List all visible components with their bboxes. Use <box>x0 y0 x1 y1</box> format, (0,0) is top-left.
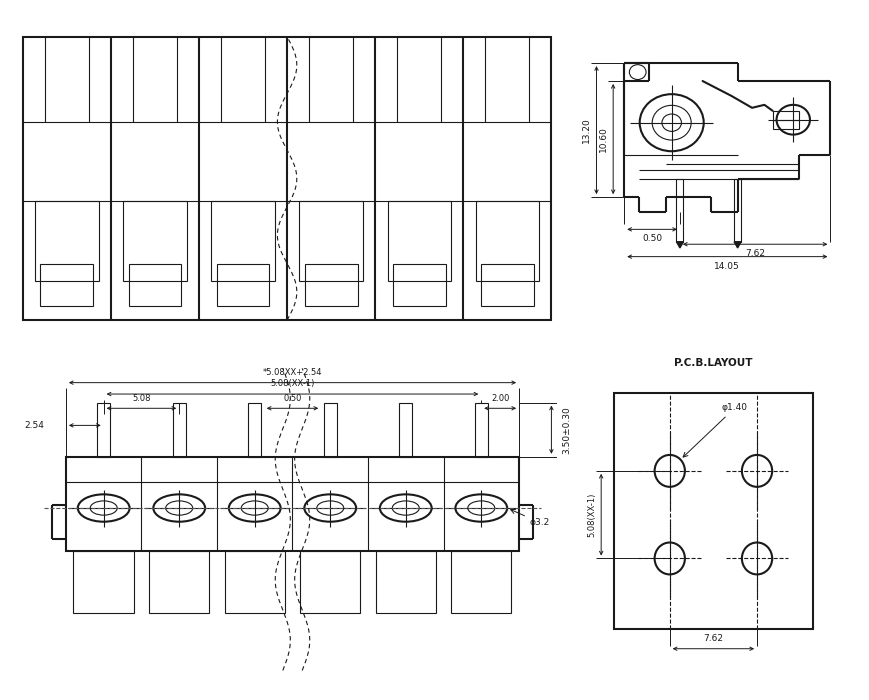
Bar <box>248 402 261 456</box>
Bar <box>481 263 534 306</box>
Bar <box>35 201 98 281</box>
Bar <box>211 201 275 281</box>
Bar <box>73 551 134 613</box>
Text: 7.62: 7.62 <box>744 249 764 258</box>
Bar <box>299 201 362 281</box>
Bar <box>375 551 435 613</box>
Bar <box>173 402 185 456</box>
Text: 14.05: 14.05 <box>713 262 740 271</box>
Polygon shape <box>676 241 683 248</box>
Bar <box>475 201 539 281</box>
Text: 5.08(XX-1): 5.08(XX-1) <box>270 379 315 389</box>
Text: 5.08: 5.08 <box>132 393 150 402</box>
Bar <box>614 393 812 629</box>
Bar <box>40 263 93 306</box>
Bar <box>676 179 683 242</box>
Bar <box>224 551 285 613</box>
Bar <box>66 456 519 551</box>
Bar <box>323 402 336 456</box>
Bar <box>149 551 209 613</box>
Text: 3.50±0.30: 3.50±0.30 <box>561 406 571 454</box>
Bar <box>216 263 269 306</box>
Bar <box>123 201 187 281</box>
Bar <box>304 263 357 306</box>
Text: φ3.2: φ3.2 <box>510 510 549 527</box>
Bar <box>399 402 412 456</box>
Text: 0.50: 0.50 <box>641 234 661 244</box>
Text: 13.20: 13.20 <box>581 118 590 143</box>
Bar <box>450 551 511 613</box>
Bar <box>300 551 360 613</box>
Text: 2.00: 2.00 <box>490 393 508 402</box>
Bar <box>97 402 110 456</box>
Bar <box>129 263 181 306</box>
Bar <box>474 402 488 456</box>
Text: P.C.B.LAYOUT: P.C.B.LAYOUT <box>673 358 752 368</box>
Bar <box>772 111 799 129</box>
Text: 7.62: 7.62 <box>703 634 722 643</box>
Text: *5.08XX+2.54: *5.08XX+2.54 <box>262 368 322 377</box>
Text: 2.54: 2.54 <box>24 421 44 430</box>
Bar <box>387 201 450 281</box>
Text: 0.50: 0.50 <box>283 393 302 402</box>
Bar <box>733 179 740 242</box>
Text: 10.60: 10.60 <box>598 126 607 152</box>
Text: 5.08(XX-1): 5.08(XX-1) <box>587 493 595 537</box>
Text: φ1.40: φ1.40 <box>682 403 747 457</box>
Polygon shape <box>733 241 740 248</box>
Bar <box>393 263 445 306</box>
